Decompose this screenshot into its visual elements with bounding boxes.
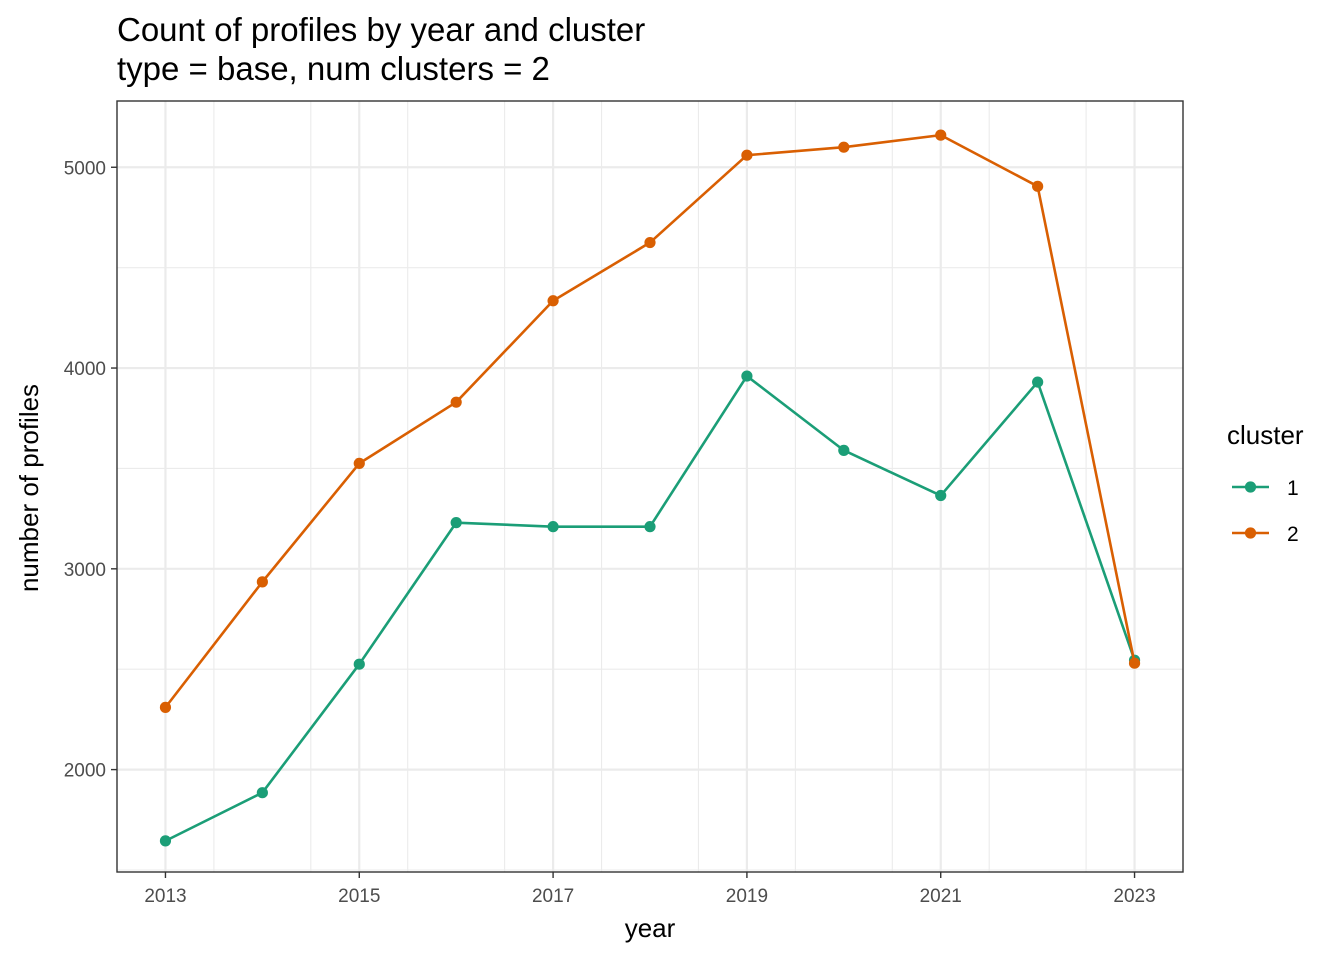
x-tick-label: 2023 [1113,886,1155,907]
series-2 [159,129,1141,713]
legend-item-2: 2 [1232,523,1299,546]
y-tick-label: 5000 [64,158,106,179]
x-axis-title: year [625,913,676,943]
data-point-1-2017 [547,521,559,533]
data-point-1-2018 [644,521,656,533]
data-point-1-2015 [353,658,365,670]
panel-border [116,100,1184,873]
series-layer [159,129,1141,847]
x-tick-label: 2013 [144,886,186,907]
data-point-1-2021 [935,489,947,502]
x-tick-label: 2021 [920,886,962,907]
data-point-2-2020 [838,141,850,153]
legend-label: 2 [1287,523,1299,546]
y-tick-label: 4000 [64,359,106,380]
data-point-2-2021 [935,129,947,141]
legend-label: 1 [1287,477,1299,500]
data-point-1-2013 [159,835,172,847]
data-point-2-2018 [644,236,656,249]
y-tick-label: 3000 [64,560,106,581]
legend-item-1: 1 [1232,477,1299,500]
data-point-1-2016 [450,517,462,529]
data-point-1-2020 [838,444,850,456]
data-point-2-2014 [256,576,268,588]
data-point-2-2016 [450,396,462,408]
chart-subtitle: type = base, num clusters = 2 [117,50,550,87]
data-point-1-2014 [256,787,268,799]
chart-title: Count of profiles by year and cluster [117,11,645,48]
data-point-1-2019 [741,370,753,382]
axes: 2013 2015 2017 2019 2021 2023 2000 3000 4000 5000 [64,158,1156,907]
data-point-2-2022 [1032,180,1044,192]
data-point-2-2013 [159,701,172,713]
legend-key-point [1244,481,1257,493]
legend-title: cluster [1227,420,1304,450]
legend: cluster 1 2 [1227,420,1304,546]
x-tick-label: 2019 [726,886,768,907]
y-tick-label: 2000 [64,761,106,782]
data-point-2-2017 [547,295,559,307]
y-axis-title: number of profiles [14,384,44,592]
data-point-2-2019 [741,149,753,161]
data-point-2-2023 [1128,657,1141,669]
legend-key-point [1244,527,1257,539]
data-point-1-2022 [1032,376,1044,388]
x-tick-label: 2015 [338,886,380,907]
data-point-2-2015 [353,457,365,470]
x-tick-label: 2017 [532,886,574,907]
